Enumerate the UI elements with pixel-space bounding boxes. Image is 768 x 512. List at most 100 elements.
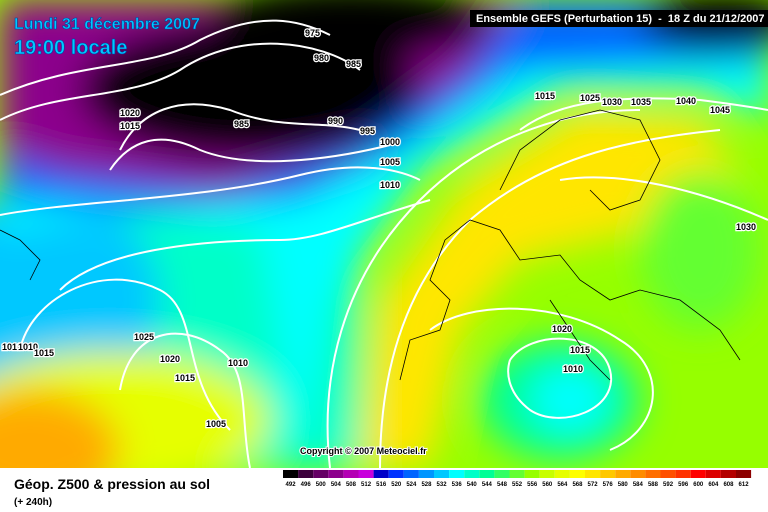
legend-swatch <box>720 470 736 478</box>
legend-label: 504 <box>331 482 342 488</box>
isobar-label: 1035 <box>631 97 651 107</box>
isobar-label: 1040 <box>676 96 696 106</box>
isobar-label: 990 <box>328 116 343 126</box>
caption-title: Géop. Z500 & pression au sol <box>14 476 210 492</box>
legend-label: 532 <box>437 482 448 488</box>
legend-label: 552 <box>512 482 523 488</box>
isobar-label: 985 <box>234 119 249 129</box>
legend-swatch <box>736 470 752 478</box>
legend-swatch <box>705 470 721 478</box>
legend-swatch <box>418 470 434 478</box>
legend-swatch <box>494 470 510 478</box>
legend-label: 608 <box>723 482 734 488</box>
model-info: Ensemble GEFS (Perturbation 15) - 18 Z d… <box>476 13 765 25</box>
legend-label: 540 <box>467 482 478 488</box>
isobar-label: 1020 <box>120 108 140 118</box>
legend-label: 528 <box>421 482 432 488</box>
legend-label: 596 <box>678 482 689 488</box>
isobar-label: 1010 <box>380 180 400 190</box>
coastlines <box>0 109 741 381</box>
legend-swatch <box>660 470 676 478</box>
isobar-label: 1005 <box>380 157 400 167</box>
legend-label: 612 <box>739 482 750 488</box>
legend-swatch <box>434 470 450 478</box>
legend-label: 580 <box>618 482 629 488</box>
legend-label: 544 <box>482 482 493 488</box>
legend-label: 524 <box>406 482 417 488</box>
legend-label: 496 <box>301 482 312 488</box>
legend-label: 584 <box>633 482 644 488</box>
isobar-label: 1010 <box>2 342 22 352</box>
legend-swatch <box>615 470 631 478</box>
date: Lundi 31 décembre 2007 <box>14 16 200 33</box>
legend-swatch <box>449 470 465 478</box>
legend-swatch <box>600 470 616 478</box>
model-banner <box>470 10 768 27</box>
legend-swatch <box>554 470 570 478</box>
isobar-label: 1030 <box>602 97 622 107</box>
legend-label: 492 <box>286 482 297 488</box>
isobar-label: 1015 <box>120 121 140 131</box>
isobar-label: 1015 <box>535 91 555 101</box>
legend-swatch <box>388 470 404 478</box>
isobar-label: 985 <box>346 59 361 69</box>
legend-swatch <box>539 470 555 478</box>
isobar-label: 1005 <box>206 419 226 429</box>
isobar-label: 1010 <box>18 342 38 352</box>
legend-label: 560 <box>542 482 553 488</box>
legend-swatch <box>343 470 359 478</box>
isobar-label: 980 <box>314 53 329 63</box>
legend-swatch <box>298 470 314 478</box>
legend-label: 564 <box>557 482 568 488</box>
legend-label: 600 <box>693 482 704 488</box>
legend-swatch <box>464 470 480 478</box>
legend-swatch <box>313 470 329 478</box>
legend-label: 516 <box>376 482 387 488</box>
legend-label: 500 <box>316 482 327 488</box>
legend-label: 592 <box>663 482 674 488</box>
isobar-label: 1010 <box>563 364 583 374</box>
legend-label: 512 <box>361 482 372 488</box>
copyright: Copyright © 2007 Meteociel.fr <box>300 446 427 456</box>
isobar-label: 1020 <box>160 354 180 364</box>
legend-swatch <box>675 470 691 478</box>
legend-swatch <box>645 470 661 478</box>
isobar-label: 1010 <box>228 358 248 368</box>
legend-label: 548 <box>497 482 508 488</box>
legend-swatch <box>690 470 706 478</box>
legend-swatch <box>403 470 419 478</box>
legend-label: 576 <box>603 482 614 488</box>
isobar-label: 1000 <box>380 137 400 147</box>
legend-label: 556 <box>527 482 538 488</box>
legend-swatch <box>569 470 585 478</box>
legend-swatch <box>630 470 646 478</box>
legend-swatch <box>524 470 540 478</box>
isobar-label: 995 <box>360 126 375 136</box>
legend-swatch <box>509 470 525 478</box>
legend-label: 572 <box>588 482 599 488</box>
isobar-label: 1015 <box>175 373 195 383</box>
isobar-label: 1030 <box>736 222 756 232</box>
legend-label: 604 <box>708 482 719 488</box>
isobar-label: 1025 <box>134 332 154 342</box>
legend-swatch <box>283 470 299 478</box>
isobar-label: 1020 <box>552 324 572 334</box>
isobar-label: 1015 <box>34 348 54 358</box>
legend-label: 588 <box>648 482 659 488</box>
caption-lead: (+ 240h) <box>14 497 52 508</box>
legend-label: 520 <box>391 482 402 488</box>
isobar-label: 975 <box>305 28 320 38</box>
legend-swatch <box>373 470 389 478</box>
isobar-label: 1015 <box>570 345 590 355</box>
legend-swatch <box>358 470 374 478</box>
isobar-label: 1045 <box>710 105 730 115</box>
legend-swatch <box>328 470 344 478</box>
legend-swatch <box>585 470 601 478</box>
legend-label: 536 <box>452 482 463 488</box>
local-time: 19:00 locale <box>14 37 127 59</box>
isobar-label: 1025 <box>580 93 600 103</box>
legend-swatch <box>479 470 495 478</box>
legend-label: 568 <box>572 482 583 488</box>
